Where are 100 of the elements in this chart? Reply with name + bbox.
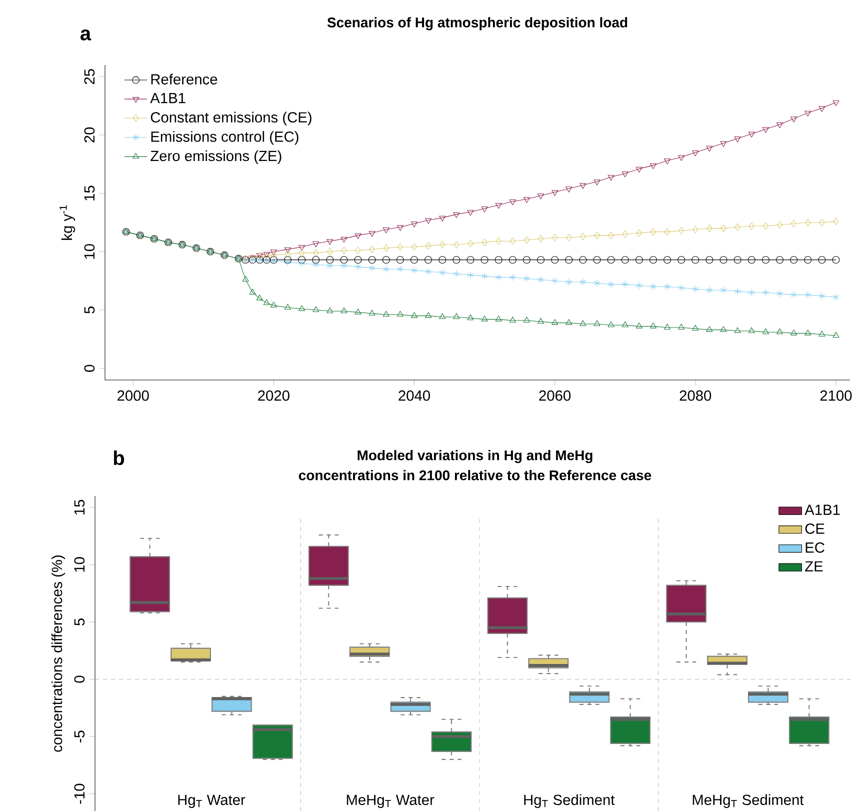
legend-label: ZE (805, 561, 823, 572)
point (524, 236, 530, 244)
y-tick-label: 15 (84, 186, 95, 200)
y-tick-label: 10 (84, 244, 95, 259)
point (466, 256, 474, 264)
point (256, 294, 263, 300)
point (650, 228, 656, 236)
point (369, 246, 375, 254)
point (410, 266, 418, 274)
point (522, 256, 530, 264)
point (383, 244, 390, 252)
point (453, 212, 460, 218)
x-tick-label: Hg$_{T}$ Sediment (524, 794, 615, 808)
x-tick-label: MeHg$_{T}$ Sediment (692, 794, 804, 808)
point (832, 256, 840, 264)
chart-subtitle: concentrations in 2100 relative to the Reference case (298, 470, 652, 480)
point (368, 310, 376, 316)
point (467, 314, 474, 320)
point (425, 242, 432, 250)
point (326, 256, 334, 264)
point (790, 256, 798, 264)
y-tick-label: -5 (74, 730, 85, 742)
point (762, 288, 769, 296)
point (819, 218, 825, 226)
point (354, 256, 362, 264)
text: b (114, 450, 124, 466)
point (482, 238, 488, 246)
point (734, 288, 741, 296)
point (467, 210, 474, 216)
legend-label: Reference (151, 74, 218, 84)
point (270, 250, 277, 256)
legend-label: Constant emissions (CE) (150, 112, 312, 126)
x-tick-label: Hg$_{T}$ Water (178, 794, 246, 808)
point (354, 308, 362, 314)
point (566, 278, 572, 286)
point (776, 290, 783, 298)
point (312, 306, 320, 312)
point (481, 272, 488, 280)
point (326, 262, 334, 270)
point (720, 141, 727, 147)
point (425, 312, 432, 318)
point (692, 256, 700, 264)
point (678, 324, 685, 330)
point (664, 282, 671, 290)
point (552, 190, 558, 196)
point (523, 316, 530, 322)
point (776, 221, 783, 229)
point (298, 256, 306, 264)
point (368, 264, 376, 272)
point (818, 330, 826, 336)
point (326, 239, 334, 245)
point (354, 263, 362, 271)
point (594, 279, 600, 287)
point (510, 237, 516, 245)
point (509, 316, 516, 322)
point (790, 330, 798, 336)
point (566, 186, 572, 192)
point (249, 288, 256, 294)
point (327, 248, 333, 256)
point (397, 243, 404, 251)
point (410, 256, 418, 264)
point (594, 180, 600, 186)
point (692, 324, 699, 331)
point (396, 310, 404, 317)
point (664, 256, 672, 264)
point (509, 274, 516, 282)
point (382, 310, 390, 317)
point (818, 292, 826, 300)
point (649, 256, 657, 264)
point (706, 286, 713, 294)
point (312, 241, 320, 248)
point (622, 280, 628, 288)
point (396, 225, 404, 231)
point (692, 150, 699, 156)
point (607, 256, 615, 264)
point (734, 256, 742, 264)
point (622, 171, 628, 178)
chart-title: Scenarios of Hg atmospheric deposition load (327, 17, 628, 30)
point (636, 282, 642, 290)
legend-label: A1B1 (150, 93, 186, 104)
point (454, 240, 460, 248)
point (762, 127, 769, 133)
point (818, 106, 826, 112)
point (650, 322, 656, 328)
point (692, 226, 698, 234)
y-tick-label: 25 (84, 69, 95, 84)
point (439, 240, 446, 248)
point (734, 136, 741, 142)
point (762, 256, 770, 264)
point (664, 158, 671, 164)
point (748, 288, 755, 296)
point (341, 246, 347, 254)
point (580, 183, 586, 189)
point (748, 222, 754, 230)
point (480, 256, 488, 264)
point (396, 256, 404, 264)
point (635, 256, 643, 264)
point (312, 249, 319, 257)
point (720, 224, 726, 232)
chart-title: Modeled variations in Hg and MeHg (358, 450, 592, 464)
